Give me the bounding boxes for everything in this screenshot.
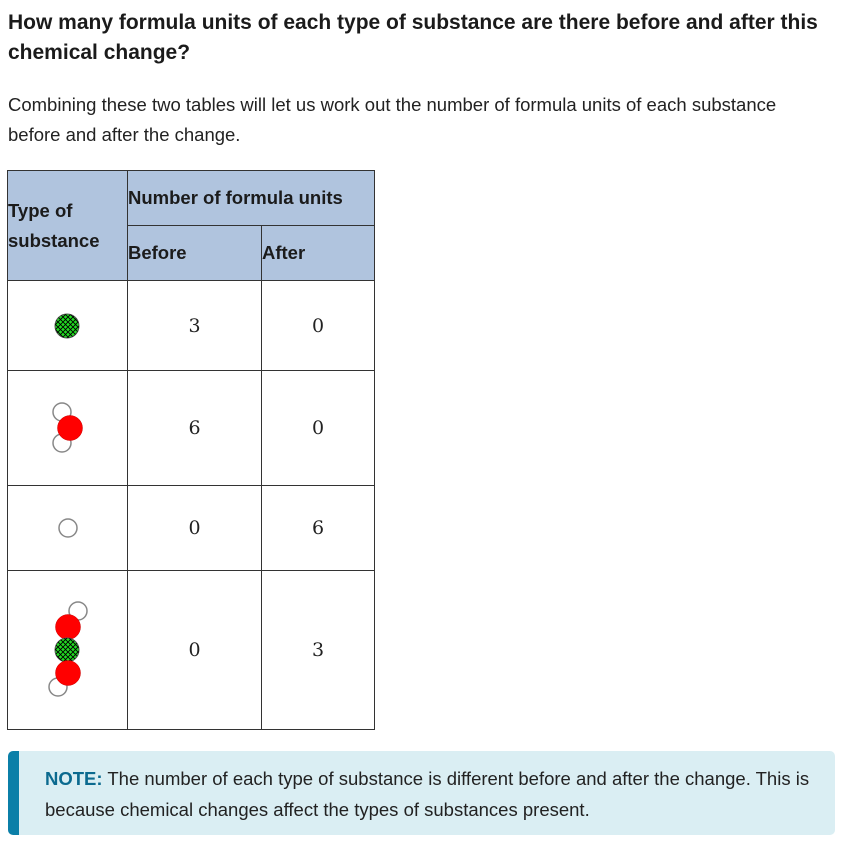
- before-count: 0: [127, 570, 262, 730]
- substance-cell: [7, 485, 128, 571]
- after-count: 6: [261, 485, 375, 571]
- note-body: The number of each type of substance is …: [45, 768, 810, 820]
- before-count: 3: [127, 280, 262, 371]
- intro-paragraph: Combining these two tables will let us w…: [8, 94, 777, 145]
- question-heading: How many formula units of each type of s…: [8, 11, 818, 64]
- chain-molecule-icon: [48, 600, 88, 697]
- table-row: 3 0: [7, 280, 375, 371]
- red-two-white-molecule-icon: [52, 401, 83, 453]
- before-header: Before: [127, 225, 262, 281]
- after-count: 3: [261, 570, 375, 730]
- after-count: 0: [261, 280, 375, 371]
- before-count: 0: [127, 485, 262, 571]
- green-atom-molecule-icon: [54, 313, 80, 338]
- substance-cell: [7, 280, 128, 371]
- type-of-substance-header: Type of substance: [7, 170, 128, 281]
- formula-units-table: Type of substance Number of formula unit…: [7, 170, 375, 730]
- number-of-formula-units-header: Number of formula units: [127, 170, 375, 226]
- before-count: 6: [127, 370, 262, 486]
- after-header: After: [261, 225, 375, 281]
- table-row: 6 0: [7, 370, 375, 486]
- after-count: 0: [261, 370, 375, 486]
- white-atom-icon: [58, 517, 78, 538]
- table-row: 0 3: [7, 570, 375, 730]
- note-label: NOTE:: [45, 768, 103, 789]
- substance-cell: [7, 570, 128, 730]
- note-text: NOTE: The number of each type of substan…: [45, 763, 825, 825]
- note-box: NOTE: The number of each type of substan…: [8, 751, 835, 835]
- substance-cell: [7, 370, 128, 486]
- table-row: 0 6: [7, 485, 375, 571]
